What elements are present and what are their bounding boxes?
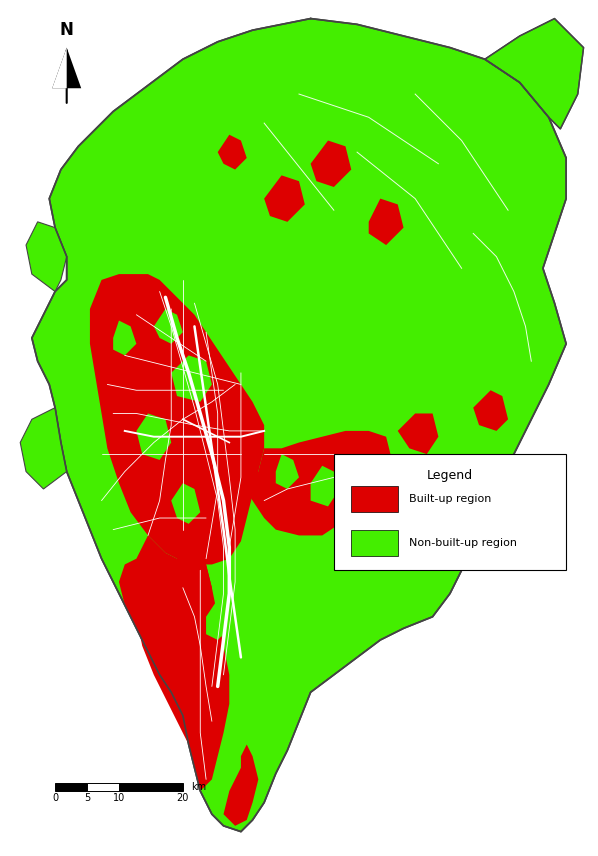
Bar [334,455,566,570]
Text: Built-up region: Built-up region [410,495,492,504]
Polygon shape [171,355,212,401]
Text: km: km [191,782,207,792]
Text: 5: 5 [84,794,90,803]
Polygon shape [26,222,67,292]
Polygon shape [113,320,136,355]
Polygon shape [485,19,584,129]
Polygon shape [369,199,404,245]
Text: 10: 10 [113,794,125,803]
Polygon shape [310,140,351,187]
Polygon shape [438,483,473,524]
Text: Legend: Legend [427,468,473,482]
Polygon shape [264,175,305,222]
Polygon shape [52,48,81,88]
Polygon shape [206,599,229,640]
Polygon shape [119,559,171,693]
Polygon shape [310,466,340,507]
Polygon shape [136,413,171,460]
Polygon shape [229,431,392,536]
Polygon shape [224,745,258,826]
Text: N: N [60,21,74,39]
Polygon shape [166,530,212,645]
Polygon shape [229,320,264,361]
Polygon shape [52,48,67,88]
Polygon shape [188,407,241,559]
Bar [351,486,398,512]
Polygon shape [252,455,328,530]
Polygon shape [415,512,444,553]
Text: Non-built-up region: Non-built-up region [410,538,517,548]
Text: 0: 0 [52,794,58,803]
Bar [55,783,87,791]
Text: 20: 20 [176,794,189,803]
Polygon shape [502,472,531,512]
Polygon shape [276,455,299,489]
Polygon shape [171,483,200,524]
Polygon shape [20,407,67,489]
Polygon shape [264,378,293,413]
Polygon shape [130,536,229,791]
Polygon shape [218,134,247,169]
Bar [351,530,398,556]
Polygon shape [90,274,264,564]
Polygon shape [398,413,438,455]
Bar [119,783,183,791]
Polygon shape [154,309,183,344]
Polygon shape [473,390,508,431]
Bar [87,783,119,791]
Polygon shape [32,19,566,832]
